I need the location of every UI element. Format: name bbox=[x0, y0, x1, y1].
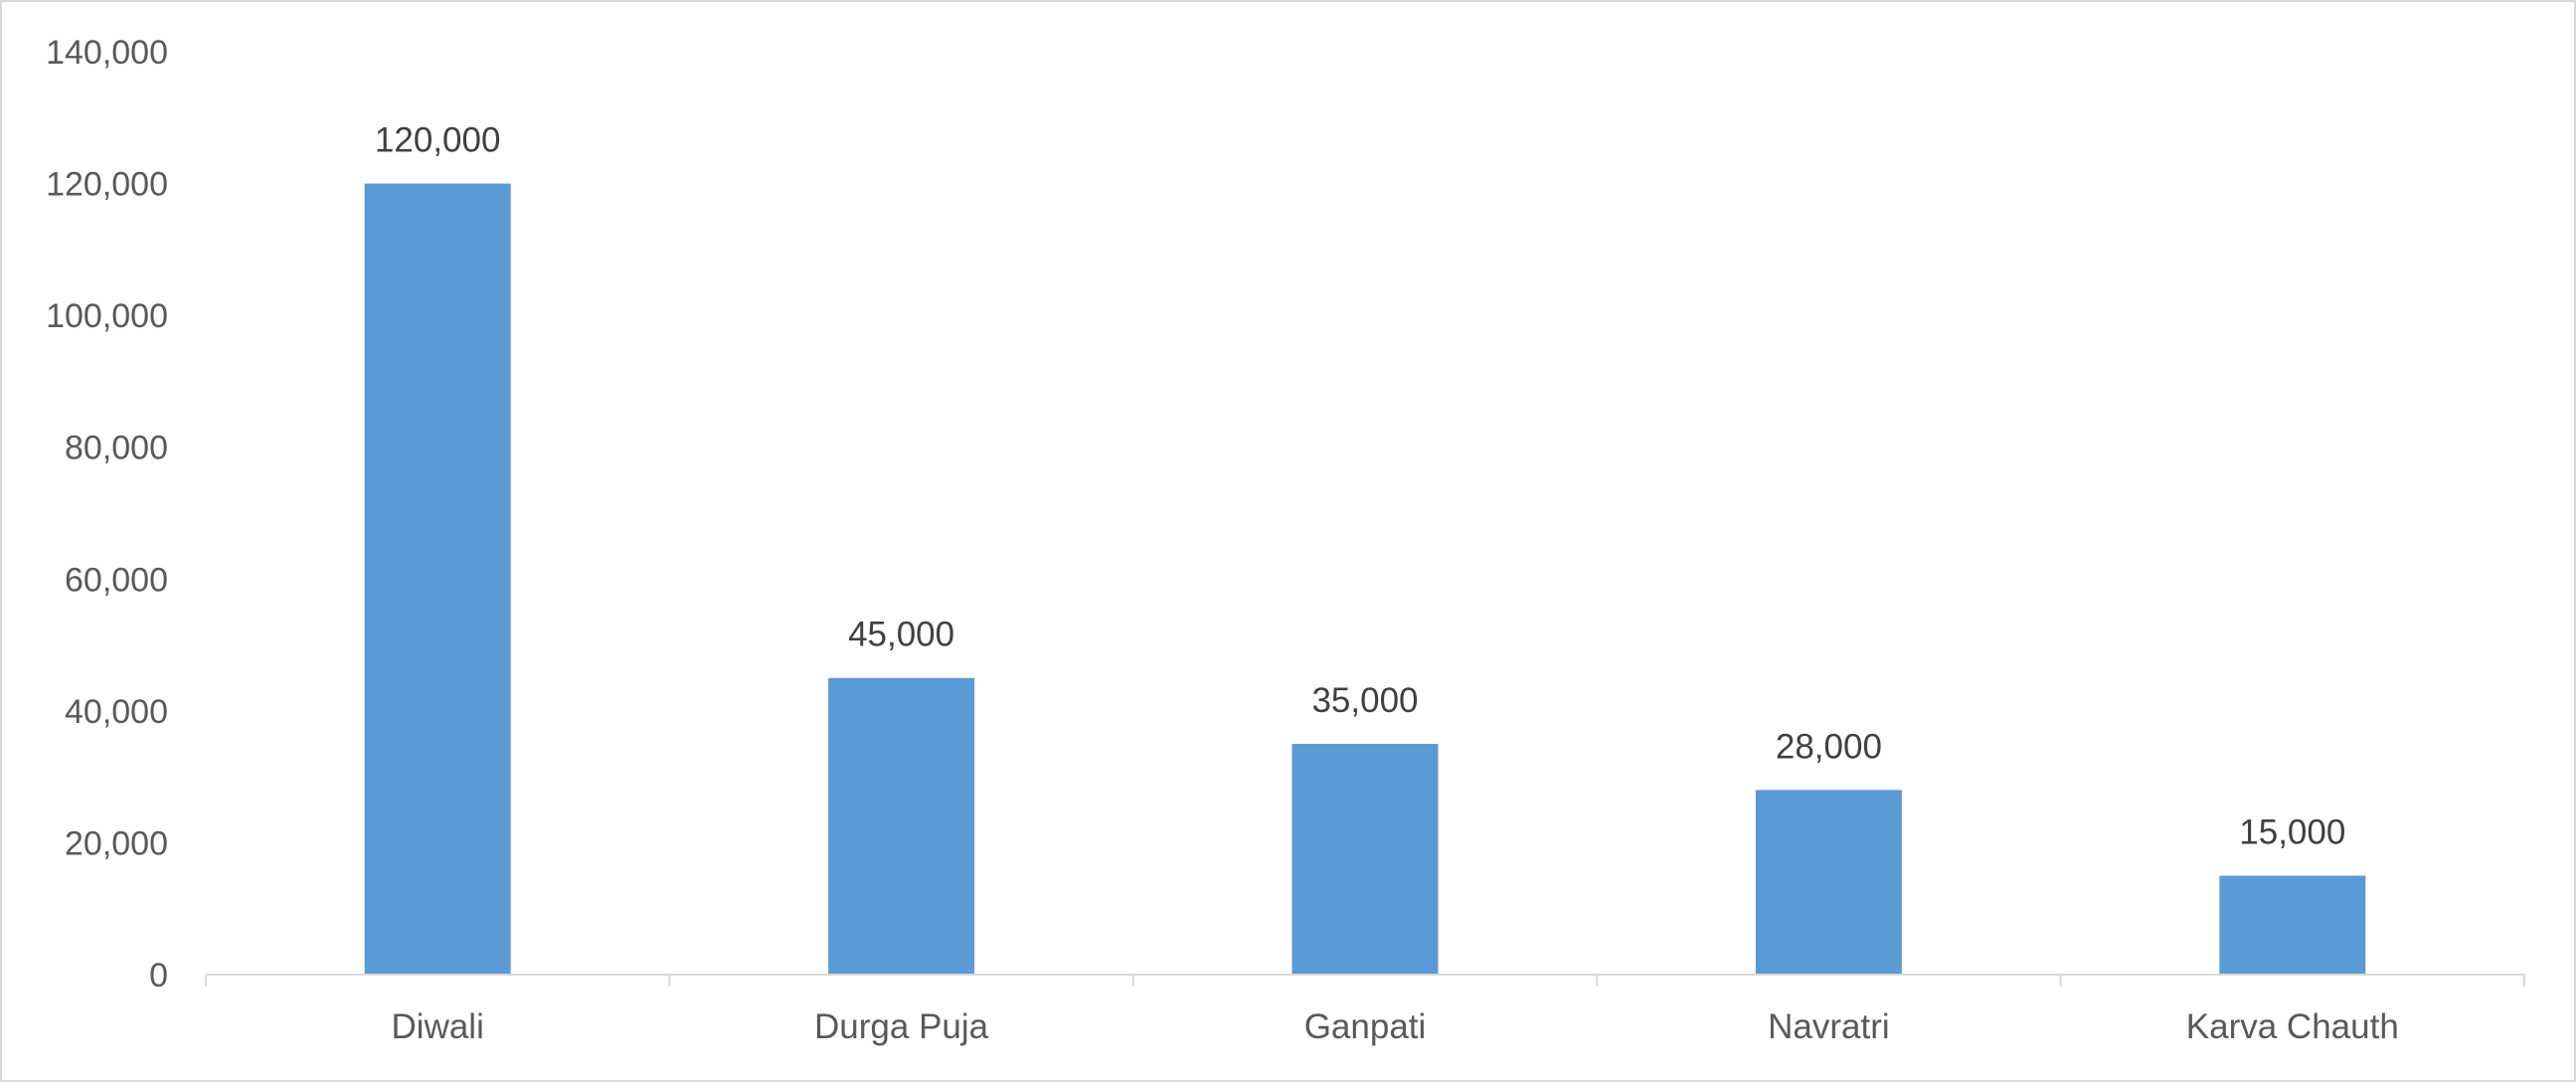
data-label: 28,000 bbox=[1776, 727, 1882, 766]
x-axis bbox=[205, 974, 2525, 987]
bar bbox=[2219, 875, 2366, 975]
data-label: 45,000 bbox=[848, 616, 954, 654]
x-category-label: Diwali bbox=[392, 1007, 484, 1046]
y-tick-label: 20,000 bbox=[65, 824, 168, 862]
y-axis-tick-labels: 0 20,000 40,000 60,000 80,000 100,000 120,000 1… bbox=[46, 34, 168, 994]
bar bbox=[364, 183, 511, 976]
x-category-label: Karva Chauth bbox=[2186, 1007, 2399, 1046]
bar bbox=[828, 677, 975, 975]
data-label: 120,000 bbox=[375, 121, 501, 160]
y-tick-label: 100,000 bbox=[46, 297, 168, 335]
bar bbox=[1755, 790, 1902, 975]
y-tick-label: 120,000 bbox=[46, 166, 168, 204]
x-category-label: Navratri bbox=[1768, 1007, 1890, 1046]
bars bbox=[364, 183, 2366, 976]
y-tick-label: 0 bbox=[149, 957, 168, 994]
data-labels: 120,000 45,000 35,000 28,000 15,000 bbox=[375, 121, 2345, 852]
y-tick-label: 40,000 bbox=[65, 693, 168, 731]
bar bbox=[1291, 744, 1439, 975]
data-label: 15,000 bbox=[2239, 813, 2345, 852]
x-category-label: Durga Puja bbox=[814, 1007, 989, 1046]
x-category-label: Ganpati bbox=[1304, 1007, 1427, 1046]
y-tick-label: 60,000 bbox=[65, 561, 168, 599]
data-label: 35,000 bbox=[1311, 681, 1418, 720]
x-axis-category-labels: Diwali Durga Puja Ganpati Navratri Karva Cha… bbox=[392, 1007, 2399, 1046]
y-tick-label: 80,000 bbox=[65, 430, 168, 467]
y-tick-label: 140,000 bbox=[46, 34, 168, 72]
